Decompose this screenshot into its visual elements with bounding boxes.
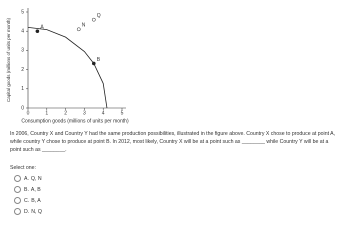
point: [76, 27, 81, 32]
prompt: Select one:: [10, 165, 36, 171]
point-label: A: [40, 25, 44, 31]
option[interactable]: A. Q, N: [10, 173, 44, 184]
ppf-curve: [27, 26, 108, 109]
x-tick-label: 5: [121, 110, 124, 116]
option-text: A, B: [30, 186, 41, 193]
option-letter: D.: [24, 208, 30, 215]
option[interactable]: D. N, Q: [10, 206, 44, 217]
option[interactable]: B. A, B: [10, 184, 44, 195]
point: [91, 17, 96, 22]
y-tick-label: 3: [21, 48, 24, 54]
x-tick-label: 3: [83, 110, 86, 116]
x-tick-label: 1: [45, 110, 48, 116]
point-label: N: [82, 23, 86, 29]
radio-button[interactable]: [14, 186, 21, 193]
option[interactable]: C. B, A: [10, 195, 44, 206]
point-label: B: [97, 57, 101, 63]
point: [35, 29, 40, 34]
chart: Consumption goods (millions of units per…: [6, 8, 129, 124]
option-letter: C.: [24, 197, 30, 204]
radio-button[interactable]: [14, 208, 21, 215]
point-label: Q: [97, 13, 101, 19]
x-tick-label: 2: [64, 110, 67, 116]
x-tick-label: 4: [102, 110, 105, 116]
y-tick-label: 1: [21, 86, 24, 92]
y-tick-label: 0: [21, 105, 24, 111]
x-axis-label: Consumption goods (millions of units per…: [21, 118, 129, 124]
options: Select one: A. Q, N B. A, B C. B, A D. N, Q: [10, 165, 44, 217]
radio-button[interactable]: [14, 175, 21, 182]
option-text: N, Q: [31, 208, 42, 215]
x-tick-label: 0: [27, 110, 30, 116]
radio-button[interactable]: [14, 197, 21, 204]
option-letter: B.: [24, 186, 29, 193]
option-text: Q, N: [30, 175, 42, 182]
point: [91, 61, 96, 66]
y-tick-label: 4: [21, 29, 24, 35]
y-tick-label: 2: [21, 67, 24, 73]
option-letter: A.: [24, 175, 29, 182]
y-axis-label: Capital goods (millions of units per mon…: [6, 17, 11, 102]
y-tick-label: 5: [21, 9, 24, 15]
question-text: In 2006, Country X and Country Y had the…: [10, 131, 336, 153]
option-text: B, A: [31, 197, 41, 204]
page: Consumption goods (millions of units per…: [6, 8, 336, 217]
